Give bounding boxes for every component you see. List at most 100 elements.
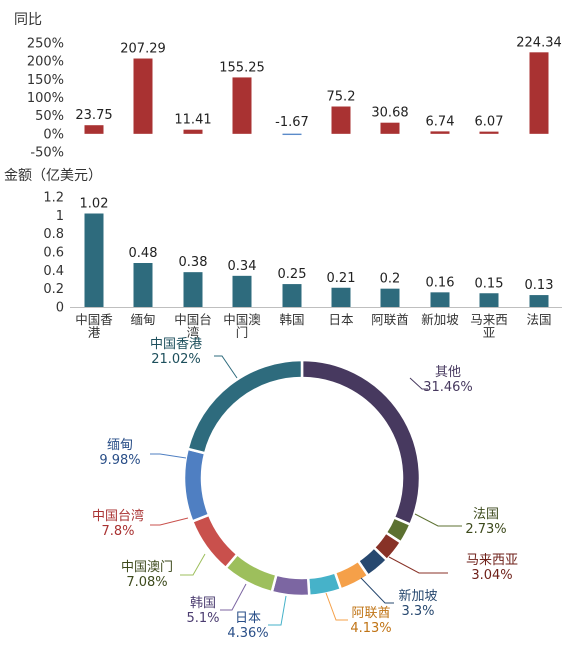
amount-bar <box>282 284 302 307</box>
donut-slice <box>186 358 304 455</box>
donut-slice-name: 缅甸 <box>107 438 133 453</box>
category-label: 马来西 <box>470 312 508 327</box>
yoy-y-tick-label: 100% <box>27 91 64 106</box>
donut-slice-pct: 3.3% <box>401 604 434 619</box>
category-label: 韩国 <box>279 312 304 327</box>
amount-bar <box>232 275 252 307</box>
amount-bar <box>133 263 153 307</box>
donut-slice-name: 马来西亚 <box>466 553 518 568</box>
donut-leader-line <box>268 595 287 626</box>
amount-value-label: 0.34 <box>228 259 257 274</box>
yoy-bar <box>282 133 302 136</box>
category-label: 缅甸 <box>130 312 155 327</box>
donut-slice-pct: 31.46% <box>423 380 473 395</box>
amount-value-label: 0.25 <box>278 267 307 282</box>
donut-slice-pct: 7.8% <box>101 524 134 539</box>
amount-bar-chart: 金额（亿美元） 1.2 1 0.8 0.6 0.4 0.2 0 1.02 中国香港 0.48 缅甸 0.… <box>4 168 562 340</box>
yoy-value-label: 75.2 <box>327 90 356 105</box>
donut-slice-pct: 4.13% <box>350 621 391 636</box>
yoy-bar <box>380 122 400 134</box>
amount-value-label: 0.15 <box>475 276 504 291</box>
category-label: 湾 <box>187 325 200 340</box>
amount-value-label: 0.21 <box>327 271 356 286</box>
donut-slice <box>182 447 211 524</box>
amount-value-label: 0.48 <box>129 246 158 261</box>
amount-y-tick-label: 0.4 <box>43 264 64 279</box>
yoy-value-label: 6.07 <box>475 115 504 130</box>
donut-leader-line <box>214 355 238 379</box>
yoy-y-tick-label: 150% <box>27 73 64 88</box>
donut-leader-line <box>325 592 348 621</box>
donut-slice-name: 中国台湾 <box>92 508 144 524</box>
donut-slice-name: 阿联酋 <box>351 605 390 621</box>
yoy-bar <box>84 125 104 134</box>
category-label: 门 <box>236 325 249 340</box>
yoy-bar <box>529 52 549 134</box>
yoy-y-tick-label: 250% <box>27 37 64 52</box>
category-label: 中国香 <box>75 312 113 327</box>
yoy-bar <box>430 131 450 134</box>
category-label: 中国澳 <box>223 312 261 327</box>
donut-slice-name: 其他 <box>435 365 461 380</box>
donut-slice <box>190 513 240 570</box>
donut-slice-pct: 21.02% <box>151 352 201 367</box>
yoy-value-label: 224.34 <box>516 35 562 50</box>
donut-leader-line <box>360 577 394 604</box>
donut-slice <box>300 358 422 527</box>
yoy-value-label: 6.74 <box>426 114 455 129</box>
donut-slice-pct: 4.36% <box>227 626 268 641</box>
donut-leader-line <box>388 556 448 574</box>
yoy-value-label: 23.75 <box>75 108 112 123</box>
donut-slice-name: 法国 <box>473 507 499 522</box>
donut-slice-pct: 3.04% <box>471 568 512 583</box>
yoy-bar <box>133 58 153 134</box>
amount-bar <box>380 288 400 307</box>
yoy-y-tick-label: 50% <box>35 109 64 124</box>
category-label: 亚 <box>483 325 496 340</box>
amount-y-tick-label: 0 <box>56 301 64 316</box>
donut-slice-name: 日本 <box>235 611 261 626</box>
amount-y-tick-label: 0.2 <box>43 282 64 297</box>
yoy-bar <box>232 77 252 134</box>
yoy-bar <box>331 106 351 134</box>
category-label: 法国 <box>526 312 551 327</box>
amount-axis-title: 金额（亿美元） <box>4 168 102 184</box>
category-label: 港 <box>88 325 101 340</box>
donut-leader-line <box>150 517 189 526</box>
category-label: 中国台 <box>174 312 212 327</box>
amount-y-tick-label: 1.2 <box>43 191 64 206</box>
yoy-value-label: 11.41 <box>174 113 211 128</box>
donut-slice-pct: 9.98% <box>99 453 140 468</box>
donut-slice-pct: 5.1% <box>186 611 219 626</box>
donut-leader-line <box>409 377 428 390</box>
donut-slice-name: 新加坡 <box>398 588 437 604</box>
amount-value-label: 0.13 <box>525 278 554 293</box>
yoy-value-label: 30.68 <box>371 106 408 121</box>
donut-slice-name: 中国澳门 <box>121 559 173 575</box>
yoy-value-label: 155.25 <box>219 60 265 75</box>
amount-value-label: 0.16 <box>426 275 455 290</box>
amount-y-tick-label: 0.6 <box>43 246 64 261</box>
donut-leader-line <box>150 453 187 459</box>
category-label: 新加坡 <box>421 312 459 327</box>
amount-y-tick-label: 0.8 <box>43 227 64 242</box>
donut-leader-line <box>220 583 247 611</box>
donut-slice-pct: 2.73% <box>465 522 506 537</box>
donut-slice-name: 中国香港 <box>150 337 202 352</box>
amount-bar <box>331 287 351 307</box>
amount-bar <box>529 295 549 307</box>
amount-value-label: 0.2 <box>380 272 401 287</box>
yoy-y-tick-label: 200% <box>27 55 64 70</box>
donut-slice-name: 韩国 <box>190 596 216 611</box>
donut-slice-pct: 7.08% <box>126 575 167 590</box>
donut-slice <box>270 573 311 598</box>
yoy-bar <box>479 131 499 134</box>
amount-value-label: 1.02 <box>80 197 109 212</box>
yoy-y-tick-label: -50% <box>30 146 64 161</box>
amount-bar <box>84 213 104 307</box>
category-label: 日本 <box>328 312 354 327</box>
amount-bar <box>183 272 203 307</box>
amount-value-label: 0.38 <box>179 255 208 270</box>
